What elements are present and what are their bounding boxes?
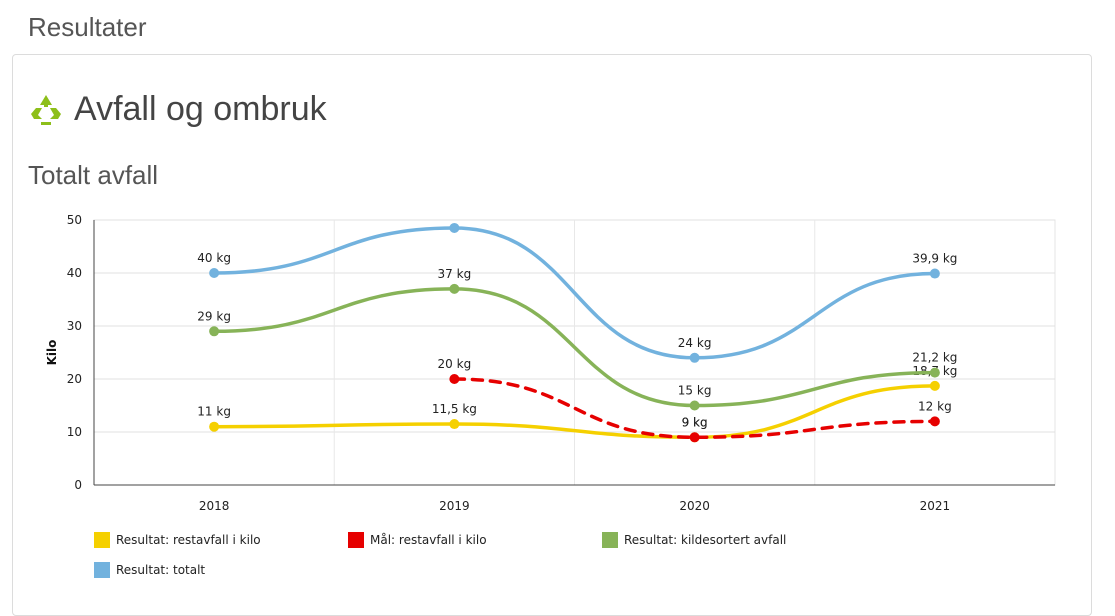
y-tick-label: 0 bbox=[74, 478, 82, 492]
data-label: 15 kg bbox=[678, 384, 712, 398]
section-title-text: Avfall og ombruk bbox=[74, 90, 327, 128]
legend-item[interactable]: Mål: restavfall i kilo bbox=[348, 532, 487, 548]
series-line bbox=[452, 377, 937, 440]
data-label: 21,2 kg bbox=[912, 351, 957, 365]
data-point bbox=[689, 400, 700, 411]
legend-item[interactable]: Resultat: restavfall i kilo bbox=[94, 532, 261, 548]
y-tick-label: 40 bbox=[67, 266, 82, 280]
data-point bbox=[449, 283, 460, 294]
data-point bbox=[449, 419, 460, 430]
data-label: 9 kg bbox=[682, 415, 708, 429]
y-tick-label: 50 bbox=[67, 213, 82, 227]
data-label: 9 kg bbox=[682, 415, 708, 429]
data-label: 11 kg bbox=[197, 405, 231, 419]
data-label: 40 kg bbox=[197, 251, 231, 265]
legend-item[interactable]: Resultat: totalt bbox=[94, 562, 205, 578]
data-point bbox=[449, 374, 460, 384]
data-point bbox=[209, 268, 220, 278]
data-label: 37 kg bbox=[438, 267, 472, 281]
data-label: 11,5 kg bbox=[432, 402, 477, 416]
y-tick-label: 10 bbox=[67, 425, 82, 439]
legend-swatch bbox=[602, 532, 618, 548]
legend-swatch bbox=[94, 562, 110, 578]
legend-label: Resultat: kildesortert avfall bbox=[624, 533, 787, 547]
section-title: Avfall og ombruk bbox=[28, 90, 327, 129]
data-point bbox=[929, 268, 940, 279]
legend-swatch bbox=[94, 532, 110, 548]
legend-label: Resultat: restavfall i kilo bbox=[116, 533, 261, 547]
chart-title: Totalt avfall bbox=[28, 160, 159, 190]
legend-swatch bbox=[348, 532, 364, 548]
data-point bbox=[449, 222, 460, 233]
data-point bbox=[689, 432, 700, 443]
y-tick-label: 30 bbox=[67, 319, 82, 333]
legend-label: Mål: restavfall i kilo bbox=[370, 533, 487, 547]
data-point bbox=[209, 421, 220, 432]
data-label: 12 kg bbox=[918, 399, 952, 413]
data-point bbox=[689, 352, 700, 363]
recycle-icon bbox=[31, 94, 61, 125]
legend-label: Resultat: totalt bbox=[116, 563, 206, 577]
data-label: 29 kg bbox=[197, 309, 231, 323]
series-line bbox=[212, 384, 937, 440]
legend-item[interactable]: Resultat: kildesortert avfall bbox=[602, 532, 786, 548]
x-tick-label: 2018 bbox=[199, 499, 230, 513]
y-axis-label: Kilo bbox=[45, 340, 59, 366]
series-line bbox=[212, 226, 937, 360]
x-tick-label: 2019 bbox=[439, 499, 470, 513]
y-tick-label: 20 bbox=[67, 372, 82, 386]
data-point bbox=[209, 326, 220, 337]
line-chart: 0 10 20 30 40 50 2018 2019 2020 2021 Kilo 11 kg 11,5… bbox=[45, 213, 1056, 513]
data-point bbox=[929, 380, 940, 391]
data-label: 39,9 kg bbox=[912, 252, 957, 266]
data-label: 20 kg bbox=[438, 357, 472, 371]
data-point bbox=[929, 416, 940, 427]
page-title: Resultater bbox=[28, 12, 147, 42]
x-tick-label: 2021 bbox=[920, 499, 951, 513]
data-point bbox=[929, 367, 940, 378]
series-line bbox=[212, 287, 937, 408]
x-tick-label: 2020 bbox=[679, 499, 710, 513]
data-label: 24 kg bbox=[678, 336, 712, 350]
